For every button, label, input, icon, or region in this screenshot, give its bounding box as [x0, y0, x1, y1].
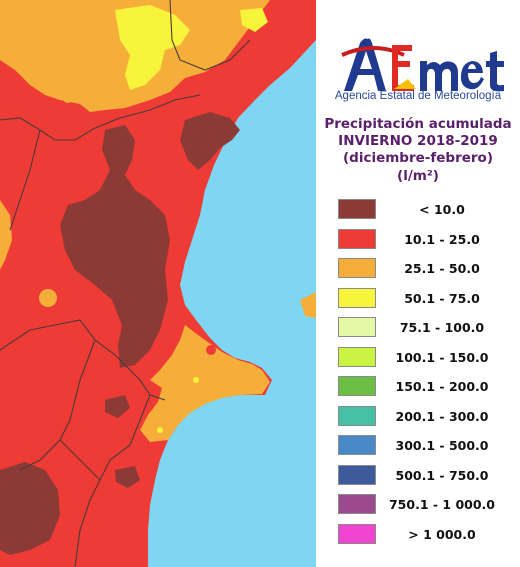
legend-label: 500.1 - 750.0	[395, 467, 489, 483]
legend-label: 750.1 - 1 000.0	[388, 497, 496, 512]
legend-swatch	[338, 376, 376, 396]
agency-name: Agencia Estatal de Meteorología	[334, 90, 502, 102]
dry-spot	[115, 466, 140, 488]
legend-label: > 1 000.0	[408, 526, 476, 542]
island-ibiza	[300, 292, 316, 318]
logo-letter-a	[344, 38, 386, 91]
legend-label: 25.1 - 50.0	[404, 261, 480, 276]
precipitation-map	[0, 0, 316, 567]
legend-label: 75.1 - 100.0	[399, 320, 485, 335]
legend-label: 100.1 - 150.0	[395, 349, 489, 365]
yellow-spot	[193, 377, 199, 383]
red-spot	[206, 345, 216, 355]
yellow-zone-ne	[240, 8, 268, 32]
legend-label: 200.1 - 300.0	[395, 408, 489, 424]
province-borders	[0, 0, 251, 567]
logo-arc	[341, 46, 405, 57]
orange-spot	[39, 289, 57, 307]
dry-zone-north	[180, 112, 240, 170]
legend-label: 10.1 - 25.0	[404, 231, 480, 247]
legend-label: 300.1 - 500.0	[395, 438, 489, 453]
orange-spot	[63, 93, 73, 103]
legend-swatch	[338, 228, 376, 249]
legend-label: < 10.0	[419, 202, 465, 217]
legend-label: 150.1 - 200.0	[395, 379, 489, 394]
dry-spot	[105, 395, 130, 418]
map-unit: (l/m²)	[397, 168, 439, 184]
legend-label: 50.1 - 75.0	[404, 290, 480, 306]
legend-swatch	[338, 523, 376, 544]
dry-zone-center	[60, 125, 170, 368]
logo-letter-m	[420, 61, 458, 91]
legend-swatch	[338, 494, 376, 514]
legend-swatch	[338, 199, 376, 219]
legend-swatch	[338, 346, 376, 367]
legend-swatch	[338, 435, 376, 455]
legend-swatch	[338, 317, 376, 337]
logo-letter-e	[392, 45, 414, 91]
legend-panel: Agencia Estatal de Meteorología Precipit…	[316, 0, 520, 567]
logo-letter-e2	[460, 61, 484, 90]
logo-accent	[394, 79, 416, 89]
orange-zone-alicante	[140, 325, 270, 442]
legend-swatch	[338, 287, 376, 308]
dry-zone-south	[0, 462, 60, 555]
logo-letter-t	[486, 51, 504, 92]
legend-swatch	[338, 258, 376, 278]
orange-zone-west	[0, 200, 12, 270]
map-season: INVIERNO 2018-2019	[338, 133, 498, 149]
yellow-spot	[157, 427, 163, 433]
legend-swatch	[338, 405, 376, 426]
aemet-logo	[341, 38, 504, 92]
map-period: (diciembre-febrero)	[342, 150, 493, 166]
map-title: Precipitación acumulada	[324, 116, 512, 132]
legend-swatch	[338, 464, 376, 485]
